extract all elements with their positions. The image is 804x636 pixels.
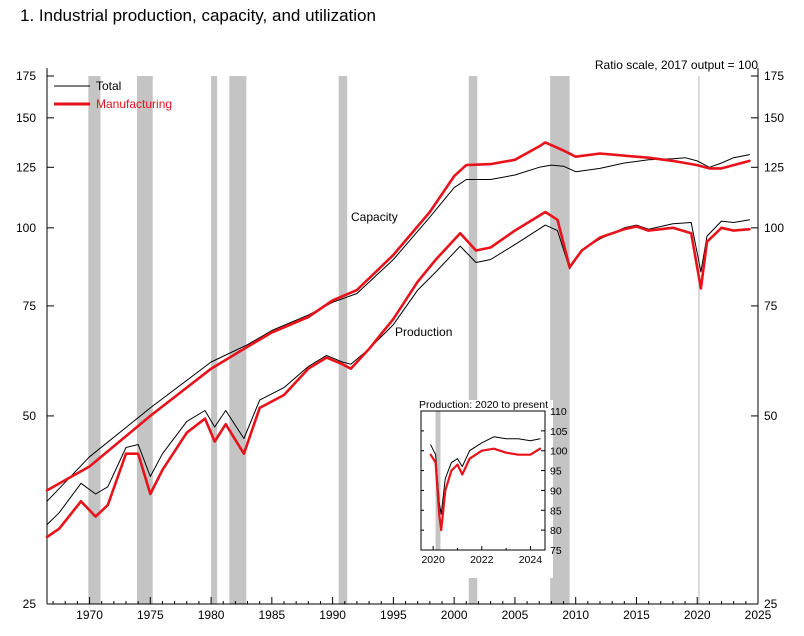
recession-band-4	[338, 76, 348, 604]
inset-x-tick-label: 2022	[470, 554, 494, 566]
series-production-total-line	[46, 219, 750, 526]
inset-y-tick-label: 105	[550, 426, 568, 438]
x-tick-label: 2005	[502, 608, 529, 622]
y-tick-label-left: 175	[16, 69, 36, 83]
legend-total-label: Total	[96, 79, 121, 93]
x-tick-label: 2025	[745, 608, 772, 622]
x-tick-label: 1970	[76, 608, 103, 622]
y-tick-label-right: 50	[764, 409, 778, 423]
inset-series	[429, 436, 542, 532]
y-tick-label-right: 175	[764, 69, 784, 83]
y-tick-label-left: 100	[16, 221, 36, 235]
y-tick-label-left: 25	[23, 597, 37, 611]
inset-frame	[420, 410, 546, 551]
inset-y-tick-label: 75	[550, 545, 562, 557]
recession-band-1	[136, 76, 153, 604]
inset-y-tick-label: 100	[550, 446, 568, 458]
inset-y-tick-label: 95	[550, 466, 562, 478]
inset-series-manufacturing-line	[429, 447, 542, 532]
inset-axes: 75 80 85 90 95 100 105 110 2020 2022 2024	[420, 406, 568, 566]
x-tick-label: 2010	[562, 608, 589, 622]
chart-title: 1. Industrial production, capacity, and …	[20, 6, 376, 25]
inset-title: Production: 2020 to present	[419, 399, 548, 411]
inset-x-tick-label: 2020	[421, 554, 445, 566]
recession-band-5	[468, 76, 478, 604]
inset-chart: Production: 2020 to present 75 80 85 90 95 10…	[412, 399, 568, 578]
y-tick-label-right: 100	[764, 221, 784, 235]
main-series	[45, 141, 751, 539]
y-tick-label-right: 125	[764, 160, 784, 174]
series-capacity-total-line	[46, 154, 750, 502]
recession-band-6	[550, 76, 570, 604]
series-capacity-manufacturing-line	[45, 141, 751, 492]
y-tick-label-right: 75	[764, 299, 778, 313]
x-tick-label: 1975	[137, 608, 164, 622]
x-tick-label: 2015	[623, 608, 650, 622]
y-tick-label-left: 75	[23, 299, 37, 313]
y-tick-label-right: 150	[764, 111, 784, 125]
inset-series-total-line	[430, 436, 541, 515]
y-tick-label-right: 25	[764, 597, 778, 611]
main-axes: 25 25 50 50 75 75 100 100 125 125 150 150 175 175 1970…	[16, 68, 784, 622]
capacity-label: Capacity	[351, 210, 398, 224]
production-label: Production	[395, 325, 452, 339]
x-tick-label: 1985	[258, 608, 285, 622]
recession-band-3	[229, 76, 247, 604]
main-labels: Ratio scale, 2017 output = 100 Capacity …	[351, 58, 758, 339]
recession-band-0	[88, 76, 101, 604]
x-tick-label: 1980	[198, 608, 225, 622]
recession-band-7	[698, 76, 700, 604]
x-tick-label: 1995	[380, 608, 407, 622]
x-tick-label: 1990	[319, 608, 346, 622]
x-tick-label: 2000	[441, 608, 468, 622]
main-recession-bands	[88, 76, 700, 604]
y-tick-label-left: 150	[16, 111, 36, 125]
inset-y-tick-label: 90	[550, 485, 562, 497]
x-tick-label: 2020	[684, 608, 711, 622]
scale-note: Ratio scale, 2017 output = 100	[595, 58, 758, 72]
inset-x-tick-label: 2024	[519, 554, 543, 566]
legend-manufacturing-label: Manufacturing	[96, 97, 172, 111]
recession-band-2	[211, 76, 218, 604]
y-tick-label-left: 125	[16, 160, 36, 174]
legend: Total Manufacturing	[54, 79, 172, 111]
series-production-manufacturing-line	[45, 210, 751, 539]
inset-y-tick-label: 110	[550, 406, 567, 418]
inset-y-tick-label: 80	[550, 525, 562, 537]
y-tick-label-left: 50	[23, 409, 37, 423]
inset-background	[412, 400, 553, 578]
inset-y-tick-label: 85	[550, 505, 562, 517]
